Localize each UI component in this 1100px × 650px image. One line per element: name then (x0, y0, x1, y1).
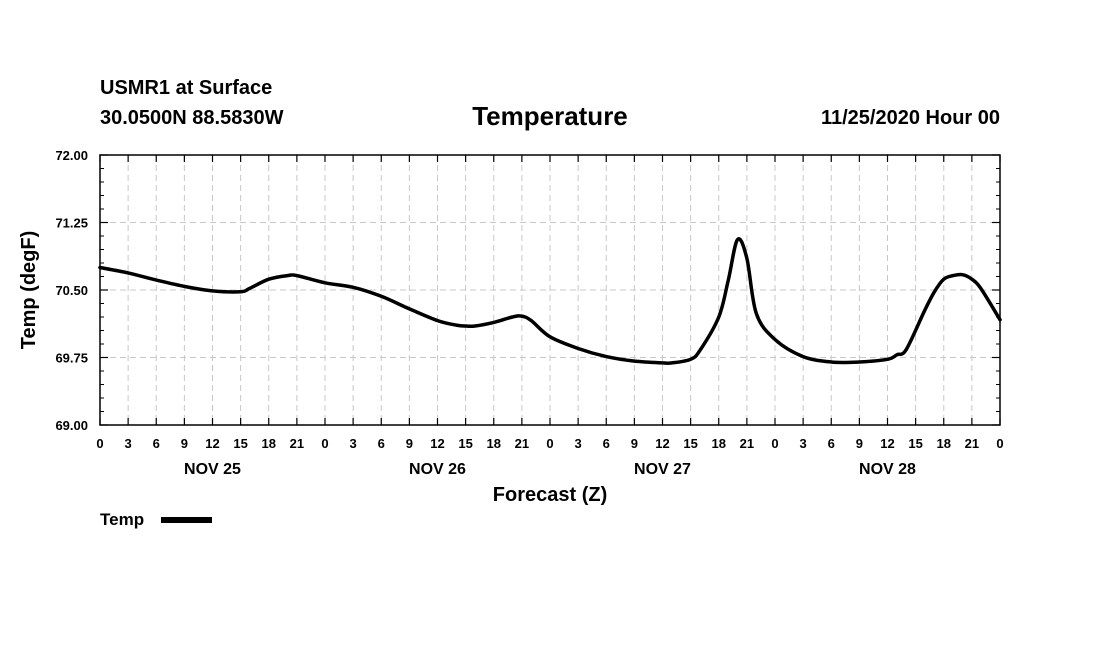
grid-lines (100, 155, 1000, 425)
x-tick-label: 18 (262, 436, 276, 451)
x-tick-label: 12 (205, 436, 219, 451)
x-tick-label: 15 (683, 436, 697, 451)
x-tick-label: 9 (856, 436, 863, 451)
x-tick-label: 21 (290, 436, 304, 451)
day-label: NOV 25 (184, 461, 241, 478)
day-label: NOV 28 (859, 461, 916, 478)
x-tick-label: 9 (181, 436, 188, 451)
x-tick-label: 6 (378, 436, 385, 451)
x-tick-label: 0 (546, 436, 553, 451)
y-axis-title: Temp (degF) (18, 231, 40, 350)
x-tick-label: 9 (406, 436, 413, 451)
x-tick-label: 12 (655, 436, 669, 451)
location-label: 30.0500N 88.5830W (100, 107, 284, 129)
x-tick-labels: 0 3 6 9 12 15 18 21 0 3 6 9 12 15 18 21 0 3 6 9 12 15 18 21 0 3 6 9… (96, 436, 1003, 451)
y-tick-label: 71.25 (55, 216, 88, 231)
axis-ticks (99, 154, 1001, 426)
x-tick-label: 0 (996, 436, 1003, 451)
x-axis-title: Forecast (Z) (493, 484, 607, 506)
x-tick-label: 3 (575, 436, 582, 451)
x-tick-label: 3 (350, 436, 357, 451)
chart-title: Temperature (472, 101, 628, 131)
x-tick-label: 21 (965, 436, 979, 451)
temp-series-line (98, 237, 1002, 365)
legend-label: Temp (100, 510, 144, 529)
y-tick-label: 69.75 (55, 351, 88, 366)
x-tick-label: 6 (153, 436, 160, 451)
y-tick-label: 70.50 (55, 283, 88, 298)
x-tick-label: 21 (740, 436, 754, 451)
x-tick-label: 21 (515, 436, 529, 451)
x-tick-label: 3 (125, 436, 132, 451)
station-label: USMR1 at Surface (100, 77, 272, 99)
x-tick-label: 0 (771, 436, 778, 451)
x-tick-label: 15 (233, 436, 247, 451)
run-time-label: 11/25/2020 Hour 00 (821, 107, 1000, 129)
x-tick-label: 3 (800, 436, 807, 451)
day-label: NOV 26 (409, 461, 466, 478)
x-tick-label: 18 (487, 436, 501, 451)
x-tick-label: 12 (430, 436, 444, 451)
y-tick-labels: 72.00 71.25 70.50 69.75 69.00 (55, 148, 88, 433)
x-tick-label: 15 (458, 436, 472, 451)
day-labels: NOV 25 NOV 26 NOV 27 NOV 28 (184, 461, 916, 478)
x-tick-label: 18 (712, 436, 726, 451)
x-tick-label: 0 (96, 436, 103, 451)
day-label: NOV 27 (634, 461, 691, 478)
x-tick-label: 15 (908, 436, 922, 451)
x-tick-label: 18 (937, 436, 951, 451)
y-tick-label: 69.00 (55, 418, 88, 433)
x-tick-label: 6 (603, 436, 610, 451)
x-tick-label: 6 (828, 436, 835, 451)
x-tick-label: 9 (631, 436, 638, 451)
y-tick-label: 72.00 (55, 148, 88, 163)
x-tick-label: 12 (880, 436, 894, 451)
x-tick-label: 0 (321, 436, 328, 451)
